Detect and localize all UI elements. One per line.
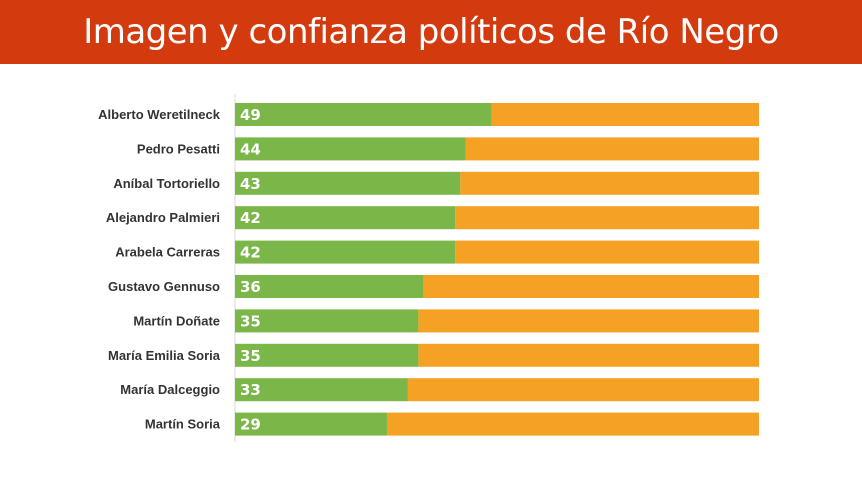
category-label: Gustavo Gennuso xyxy=(108,279,220,294)
bar-segment-series-1 xyxy=(460,171,759,195)
value-label: 33 xyxy=(240,381,261,399)
category-label: Alejandro Palmieri xyxy=(106,210,220,225)
bar-segment-series-1 xyxy=(423,275,759,298)
bar-segment-series-1 xyxy=(386,412,759,436)
bar-chart: Alberto Weretilneck 49 Pedro Pesatti 44 Aníb… xyxy=(98,94,759,442)
value-label: 36 xyxy=(240,278,261,296)
bar-segment-series-1 xyxy=(407,378,759,402)
value-label: 29 xyxy=(240,416,261,434)
category-label: María Emilia Soria xyxy=(108,348,221,363)
value-label: 44 xyxy=(240,140,261,158)
value-label: 42 xyxy=(240,244,261,262)
bar-segment-series-0 xyxy=(235,240,456,264)
page-title: Imagen y confianza políticos de Río Negr… xyxy=(83,12,779,52)
bar-segment-series-0 xyxy=(235,103,492,126)
category-label: Pedro Pesatti xyxy=(137,141,220,156)
value-label: 35 xyxy=(240,312,261,330)
category-label: Arabela Carreras xyxy=(115,245,220,260)
bar-segment-series-1 xyxy=(455,206,759,230)
bar-segment-series-1 xyxy=(455,240,759,264)
value-label: 42 xyxy=(240,209,261,227)
category-label: Martín Doñate xyxy=(133,313,220,328)
bar-segment-series-0 xyxy=(235,171,461,195)
bar-segment-series-0 xyxy=(235,309,419,333)
bar-segment-series-0 xyxy=(235,137,466,161)
title-bar: Imagen y confianza políticos de Río Negr… xyxy=(0,0,862,64)
bar-segment-series-1 xyxy=(491,103,759,126)
bar-segment-series-1 xyxy=(418,343,759,367)
bar-segment-series-0 xyxy=(235,206,456,230)
bar-segment-series-0 xyxy=(235,275,424,298)
category-label: Aníbal Tortoriello xyxy=(113,176,220,191)
bar-segment-series-0 xyxy=(235,378,408,402)
bar-segment-series-0 xyxy=(235,412,387,436)
value-label: 43 xyxy=(240,175,261,193)
value-label: 35 xyxy=(240,347,261,365)
value-label: 49 xyxy=(240,106,261,124)
bar-segment-series-1 xyxy=(465,137,759,161)
category-label: Martín Soria xyxy=(145,417,221,432)
bar-segment-series-0 xyxy=(235,343,419,367)
bar-segment-series-1 xyxy=(418,309,759,333)
category-label: Alberto Weretilneck xyxy=(98,107,221,122)
category-label: María Dalceggio xyxy=(120,382,220,397)
